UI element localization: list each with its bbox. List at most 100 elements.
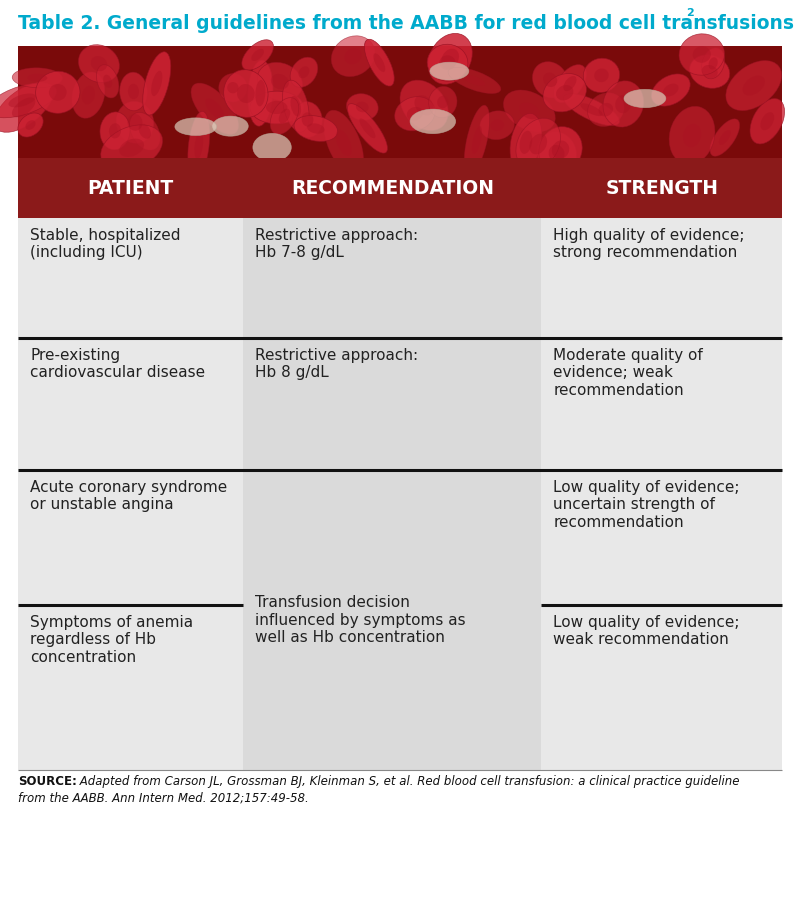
Ellipse shape: [130, 112, 160, 150]
Ellipse shape: [12, 68, 62, 88]
Text: Stable, hospitalized
(including ICU): Stable, hospitalized (including ICU): [30, 228, 181, 260]
Ellipse shape: [742, 76, 765, 96]
Ellipse shape: [356, 101, 369, 112]
Ellipse shape: [719, 130, 730, 145]
Text: Restrictive approach:
Hb 7-8 g/dL: Restrictive approach: Hb 7-8 g/dL: [255, 228, 418, 260]
Ellipse shape: [255, 80, 266, 106]
Ellipse shape: [359, 119, 375, 138]
Ellipse shape: [266, 101, 287, 114]
Ellipse shape: [490, 120, 504, 131]
Bar: [18, 46, 782, 158]
Ellipse shape: [669, 106, 715, 165]
Ellipse shape: [533, 61, 568, 98]
Text: from the AABB. Ann Intern Med. 2012;157:49-58.: from the AABB. Ann Intern Med. 2012;157:…: [18, 792, 309, 805]
Text: High quality of evidence;
strong recommendation: High quality of evidence; strong recomme…: [554, 228, 745, 260]
Ellipse shape: [346, 93, 378, 121]
Ellipse shape: [464, 75, 485, 86]
Ellipse shape: [100, 112, 130, 150]
Ellipse shape: [394, 97, 435, 131]
Ellipse shape: [36, 71, 80, 113]
Ellipse shape: [663, 83, 678, 97]
Ellipse shape: [702, 48, 725, 79]
Bar: [243, 338, 542, 470]
Ellipse shape: [294, 115, 338, 142]
Ellipse shape: [519, 131, 532, 154]
Ellipse shape: [270, 98, 298, 134]
Ellipse shape: [298, 66, 310, 79]
Ellipse shape: [282, 80, 309, 133]
Bar: [542, 218, 782, 338]
Ellipse shape: [206, 99, 224, 119]
Ellipse shape: [563, 76, 577, 91]
Ellipse shape: [448, 68, 501, 93]
Ellipse shape: [188, 112, 210, 179]
Ellipse shape: [97, 65, 119, 98]
Ellipse shape: [624, 90, 666, 108]
Ellipse shape: [683, 123, 702, 147]
Ellipse shape: [213, 116, 248, 136]
Ellipse shape: [12, 98, 35, 117]
Text: SOURCE:: SOURCE:: [18, 775, 77, 788]
Ellipse shape: [552, 141, 570, 159]
Ellipse shape: [726, 60, 782, 111]
Ellipse shape: [543, 72, 557, 87]
Ellipse shape: [218, 73, 247, 101]
Ellipse shape: [26, 120, 35, 130]
Ellipse shape: [427, 44, 468, 81]
Ellipse shape: [503, 90, 555, 132]
Bar: [542, 605, 782, 770]
Text: PATIENT: PATIENT: [87, 178, 174, 197]
Ellipse shape: [0, 83, 57, 118]
Ellipse shape: [437, 96, 449, 109]
Ellipse shape: [224, 69, 268, 117]
Ellipse shape: [142, 52, 170, 115]
Text: Restrictive approach:
Hb 8 g/dL: Restrictive approach: Hb 8 g/dL: [255, 348, 418, 380]
Bar: [243, 470, 542, 770]
Ellipse shape: [128, 84, 139, 100]
Ellipse shape: [82, 86, 95, 104]
Ellipse shape: [549, 144, 565, 162]
Ellipse shape: [27, 74, 47, 81]
Ellipse shape: [49, 84, 66, 101]
Ellipse shape: [278, 109, 290, 123]
Ellipse shape: [439, 56, 456, 70]
Ellipse shape: [480, 111, 514, 140]
Ellipse shape: [175, 118, 217, 135]
Ellipse shape: [442, 48, 459, 69]
Ellipse shape: [18, 113, 43, 137]
Ellipse shape: [710, 119, 740, 156]
Ellipse shape: [603, 80, 644, 127]
Ellipse shape: [151, 70, 162, 96]
Bar: [18, 605, 243, 770]
Ellipse shape: [510, 113, 542, 171]
Ellipse shape: [690, 55, 730, 89]
Ellipse shape: [138, 123, 151, 139]
Ellipse shape: [539, 127, 582, 173]
Ellipse shape: [410, 109, 456, 133]
Text: 2: 2: [686, 8, 694, 18]
Ellipse shape: [583, 58, 620, 92]
Ellipse shape: [191, 83, 238, 134]
Text: Low quality of evidence;
uncertain strength of
recommendation: Low quality of evidence; uncertain stren…: [554, 480, 740, 530]
Ellipse shape: [365, 39, 394, 86]
Ellipse shape: [428, 34, 472, 84]
Ellipse shape: [120, 72, 147, 111]
Ellipse shape: [72, 72, 105, 118]
Ellipse shape: [248, 60, 273, 126]
Ellipse shape: [414, 95, 434, 115]
Ellipse shape: [564, 94, 619, 125]
Ellipse shape: [407, 107, 423, 121]
Ellipse shape: [127, 114, 142, 131]
Ellipse shape: [537, 132, 577, 175]
Ellipse shape: [336, 130, 352, 156]
Text: Symptoms of anemia
regardless of Hb
concentration: Symptoms of anemia regardless of Hb conc…: [30, 615, 193, 664]
Ellipse shape: [702, 65, 718, 79]
Ellipse shape: [324, 111, 363, 175]
Ellipse shape: [250, 91, 303, 123]
Bar: [542, 470, 782, 605]
Ellipse shape: [472, 126, 482, 154]
Ellipse shape: [116, 101, 154, 143]
Ellipse shape: [119, 139, 144, 157]
Bar: [243, 218, 542, 338]
Bar: [18, 338, 243, 470]
